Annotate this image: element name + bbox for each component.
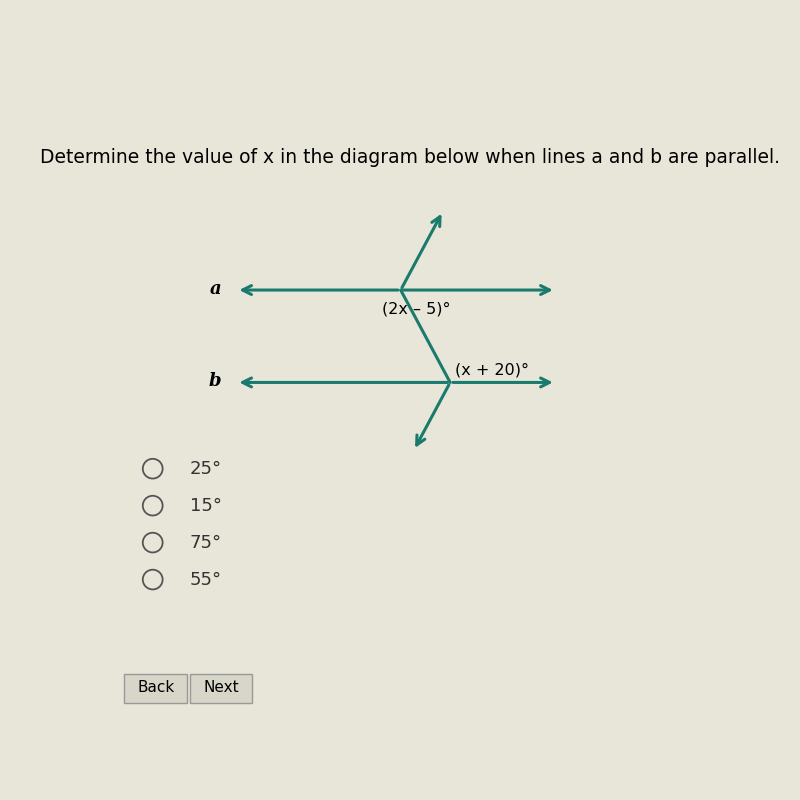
Circle shape [142,459,162,478]
Circle shape [142,570,162,590]
Text: 55°: 55° [190,570,222,589]
Text: 25°: 25° [190,460,222,478]
Text: b: b [208,372,221,390]
Text: 15°: 15° [190,497,222,514]
FancyBboxPatch shape [190,674,252,703]
Circle shape [142,496,162,515]
Text: Determine the value of x in the diagram below when lines a and b are parallel.: Determine the value of x in the diagram … [40,148,780,167]
FancyBboxPatch shape [125,674,187,703]
Text: Next: Next [203,681,238,695]
Text: (x + 20)°: (x + 20)° [455,362,529,378]
Text: a: a [210,280,221,298]
Text: (2x – 5)°: (2x – 5)° [382,301,450,316]
Text: Back: Back [137,681,174,695]
Text: 75°: 75° [190,534,222,552]
Circle shape [142,533,162,553]
